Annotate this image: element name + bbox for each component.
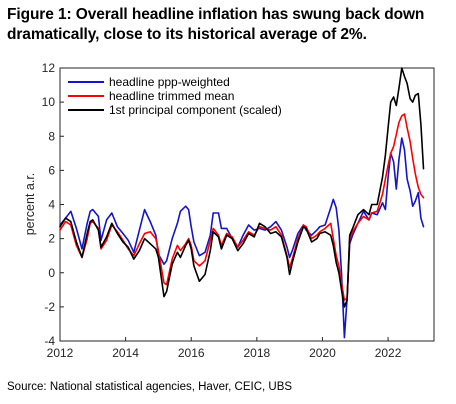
series-line-0 xyxy=(59,137,425,339)
figure-title-line-2: dramatically, close to its historical av… xyxy=(7,26,367,43)
series-line-2 xyxy=(59,67,425,308)
series-line-1 xyxy=(59,113,425,301)
y-tick-label: 0 xyxy=(48,266,55,280)
y-tick-label: 10 xyxy=(42,95,56,109)
legend-label-2: 1st principal component (scaled) xyxy=(109,103,282,117)
x-tick-label: 2016 xyxy=(178,346,205,360)
figure-source: Source: National statistical agencies, H… xyxy=(7,381,293,393)
figure-title: Figure 1: Overall headline inflation has… xyxy=(7,5,452,45)
x-tick-label: 2020 xyxy=(309,346,336,360)
y-tick-label: 8 xyxy=(48,129,55,143)
y-tick-label: 4 xyxy=(48,198,55,212)
y-tick-label: -4 xyxy=(44,334,55,348)
x-tick-label: 2012 xyxy=(47,346,74,360)
y-tick-label: 2 xyxy=(48,232,55,246)
y-tick-label: 6 xyxy=(48,163,55,177)
x-tick-label: 2022 xyxy=(375,346,402,360)
legend-label-0: headline ppp-weighted xyxy=(109,75,230,89)
y-tick-label: -2 xyxy=(44,300,55,314)
legend-label-1: headline trimmed mean xyxy=(109,89,234,103)
x-axis-ticks: 2012 2014 2016 2018 2020 2022 xyxy=(47,337,402,360)
x-tick-label: 2018 xyxy=(243,346,270,360)
y-axis-label: percent a.r. xyxy=(23,173,37,236)
x-tick-label: 2014 xyxy=(112,346,139,360)
y-tick-label: 12 xyxy=(42,61,56,75)
y-axis-ticks: -4 -2 0 2 4 6 8 10 12 xyxy=(42,61,64,348)
figure-title-line-1: Figure 1: Overall headline inflation has… xyxy=(7,6,425,23)
series-lines xyxy=(59,67,425,339)
